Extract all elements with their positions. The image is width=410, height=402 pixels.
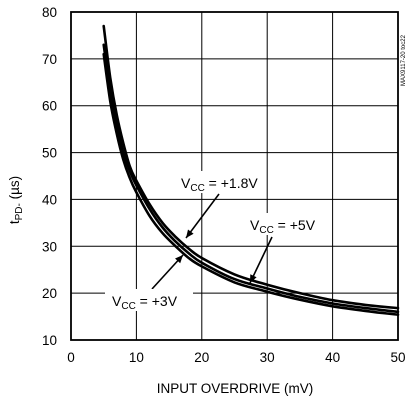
annotation-vcc-5v-bg xyxy=(241,213,329,235)
annotation-vcc-5v-sub: CC xyxy=(259,225,273,236)
annotation-vcc-3v: VCC = +3V xyxy=(105,289,193,312)
y-tick-label: 20 xyxy=(42,286,57,301)
annotation-vcc-1-8v-rest: = +1.8V xyxy=(205,175,259,191)
y-axis-title-main: t xyxy=(7,220,22,224)
y-tick-label: 40 xyxy=(42,192,57,207)
annotation-vcc-1-8v-main: V xyxy=(181,175,191,191)
annotation-vcc-3v-bg xyxy=(105,289,193,311)
x-tick-label: 20 xyxy=(194,350,209,365)
series-line-2 xyxy=(102,43,400,314)
annotation-vcc-1-8v: VCC = +1.8V xyxy=(170,171,266,194)
annotation-vcc-5v-text: VCC = +5V xyxy=(250,217,316,236)
annotation-vcc-5v-arrow-head xyxy=(250,274,257,283)
y-tick-label: 30 xyxy=(42,239,57,254)
y-tick-label: 80 xyxy=(42,5,57,20)
annotation-vcc-5v-arrow-shaft xyxy=(249,236,273,284)
annotation-vcc-5v: VCC = +5V xyxy=(241,213,329,236)
annotation-vcc-3v-arrow xyxy=(151,254,184,290)
annotation-vcc-1-8v-sub: CC xyxy=(190,183,204,194)
y-tick-label: 10 xyxy=(42,333,57,348)
annotation-vcc-3v-sub: CC xyxy=(121,301,135,312)
annotation-arrows xyxy=(151,193,273,290)
annotation-vcc-3v-arrow-head xyxy=(175,255,183,264)
y-axis-title-sub: PD- xyxy=(14,203,25,220)
annotation-vcc-1-8v-arrow xyxy=(185,193,220,239)
series-line-3 xyxy=(102,52,400,316)
annotation-vcc-5v-main: V xyxy=(250,217,260,233)
series-layer xyxy=(102,24,400,316)
annotation-vcc-3v-rest: = +3V xyxy=(136,293,178,309)
x-tick-label: 40 xyxy=(325,350,340,365)
x-tick-label: 10 xyxy=(129,350,144,365)
annotation-vcc-1-8v-bg xyxy=(170,171,266,193)
annotation-vcc-1-8v-text: VCC = +1.8V xyxy=(181,175,258,194)
y-tick-labels: 10 20 30 40 50 60 70 80 xyxy=(42,5,57,348)
annotation-vcc-1-8v-arrow-head xyxy=(186,229,194,238)
y-axis-title: tPD- (µs) xyxy=(7,176,25,224)
annotation-vcc-5v-arrow xyxy=(249,236,273,284)
series-line-1 xyxy=(102,24,400,310)
y-tick-label: 70 xyxy=(42,52,57,67)
x-tick-label: 30 xyxy=(260,350,275,365)
annotation-vcc-1-8v-arrow-shaft xyxy=(185,193,220,239)
x-axis-title: INPUT OVERDRIVE (mV) xyxy=(157,381,314,396)
x-tick-label: 50 xyxy=(390,350,405,365)
annotation-vcc-3v-text: VCC = +3V xyxy=(112,293,178,312)
figure-id: MAX9117-20 toc22 xyxy=(401,34,407,86)
y-axis-title-unit: (µs) xyxy=(7,176,22,203)
annotation-vcc-3v-main: V xyxy=(112,293,122,309)
annotation-vcc-5v-rest: = +5V xyxy=(274,217,316,233)
x-tick-label: 0 xyxy=(67,350,75,365)
x-tick-labels: 0 10 20 30 40 50 xyxy=(67,350,405,365)
y-tick-label: 60 xyxy=(42,99,57,114)
plot-frame xyxy=(70,11,399,341)
y-tick-label: 50 xyxy=(42,146,57,161)
